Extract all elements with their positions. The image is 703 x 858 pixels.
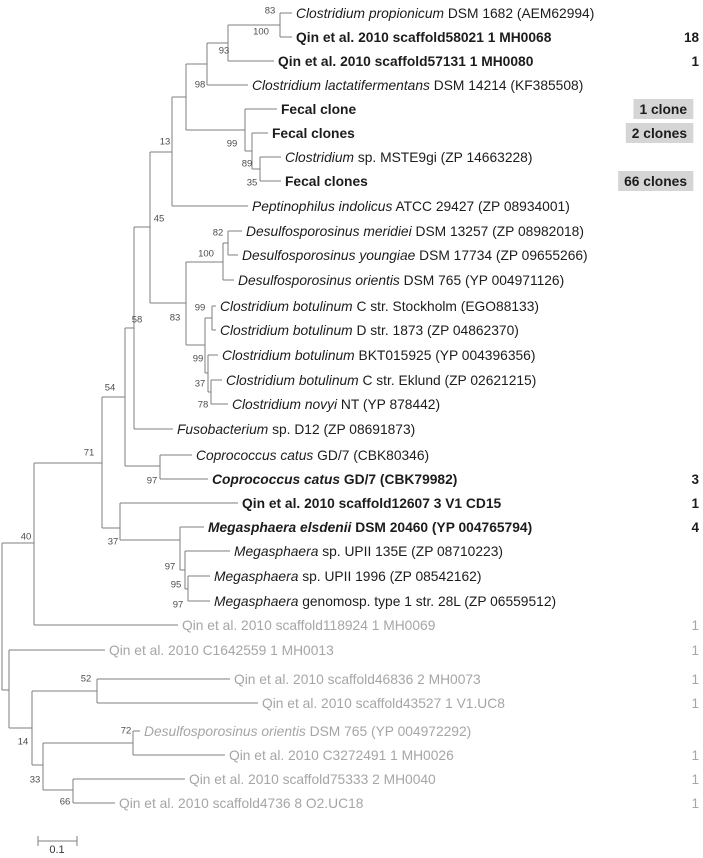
bootstrap-value: 52 [81,674,92,685]
bootstrap-value: 58 [132,315,143,326]
clone-count-badge [633,99,694,119]
bootstrap-value: 83 [170,313,181,324]
clone-count-badge-label: 1 clone [639,102,687,117]
bootstrap-value: 95 [171,580,182,591]
taxon-label: Qin et al. 2010 scaffold58021 1 MH0068 [296,30,552,45]
scale-bar-label: 0.1 [49,844,64,856]
taxon-label: Clostridium novyi NT (YP 878442) [232,397,440,412]
taxon-label: Peptinophilus indolicus ATCC 29427 (ZP 0… [252,199,570,214]
taxon-label: Fusobacterium sp. D12 (ZP 08691873) [177,422,415,437]
bootstrap-value: 72 [121,726,132,737]
taxon-label: Desulfosporosinus orientis DSM 765 (YP 0… [238,273,564,288]
clone-count-badge [625,123,694,143]
taxon-label: Qin et al. 2010 C1642559 1 MH0013 [109,643,334,658]
taxon-label: Qin et al. 2010 scaffold75333 2 MH0040 [189,772,436,787]
taxon-label: Fecal clones [272,126,355,141]
taxon-label: Qin et al. 2010 scaffold4736 8 O2.UC18 [119,796,364,811]
bootstrap-value: 40 [21,532,32,543]
abundance-count: 1 [691,696,699,711]
abundance-count: 18 [684,30,700,45]
taxon-label: Megasphaera sp. UPII 135E (ZP 08710223) [234,544,503,559]
bootstrap-value: 54 [105,383,116,394]
taxon-label: Clostridium botulinum C str. Stockholm (… [220,299,539,314]
taxon-label: Clostridium lactatifermentans DSM 14214 … [252,78,583,93]
taxon-label: Fecal clone [281,102,356,117]
bootstrap-value: 37 [195,379,206,390]
bootstrap-value: 45 [154,214,165,225]
abundance-count: 1 [691,643,699,658]
clone-count-badge-label: 66 clones [624,174,687,189]
clone-count-badge [618,171,694,191]
bootstrap-value: 33 [30,775,41,786]
taxon-label: Megasphaera elsdenii DSM 20460 (YP 00476… [208,520,532,535]
bootstrap-value: 78 [198,400,209,411]
bootstrap-value: 97 [165,562,176,573]
bootstrap-value: 100 [253,27,269,38]
taxon-label: Coprococcus catus GD/7 (CBK79982) [212,472,457,487]
bootstrap-value: 83 [265,6,276,17]
bootstrap-value: 37 [108,537,119,548]
bootstrap-value: 71 [84,448,95,459]
taxon-label: Qin et al. 2010 scaffold12607 3 V1 CD15 [242,496,502,511]
bootstrap-value: 89 [242,159,253,170]
bootstrap-value: 99 [193,354,204,365]
taxon-label: Clostridium botulinum BKT015925 (YP 0043… [222,348,535,363]
abundance-count: 1 [691,748,699,763]
bootstrap-value: 99 [227,139,238,150]
abundance-count: 1 [691,772,699,787]
taxon-label: Qin et al. 2010 scaffold57131 1 MH0080 [278,54,534,69]
bootstrap-value: 97 [173,600,184,611]
bootstrap-value: 93 [219,46,230,57]
bootstrap-value: 97 [147,476,158,487]
abundance-count: 4 [691,520,699,535]
taxon-label: Coprococcus catus GD/7 (CBK80346) [196,448,429,463]
abundance-count: 1 [691,796,699,811]
taxon-label: Megasphaera sp. UPII 1996 (ZP 08542162) [214,569,481,584]
bootstrap-value: 14 [18,737,29,748]
taxon-label: Qin et al. 2010 scaffold118924 1 MH0069 [182,618,436,633]
bootstrap-value: 35 [247,178,258,189]
taxon-label: Megasphaera genomosp. type 1 str. 28L (Z… [214,594,556,609]
bootstrap-value: 99 [195,303,206,314]
taxon-label: Clostridium propionicum DSM 1682 (AEM629… [296,6,594,21]
taxon-label: Clostridium botulinum C str. Eklund (ZP … [226,373,536,388]
abundance-count: 3 [691,472,699,487]
abundance-count: 1 [691,618,699,633]
clone-count-badge-label: 2 clones [632,126,688,141]
bootstrap-value: 82 [213,228,224,239]
taxon-label: Qin et al. 2010 scaffold43527 1 V1.UC8 [262,696,505,711]
taxon-label: Clostridium sp. MSTE9gi (ZP 14663228) [285,150,532,165]
taxon-label: Desulfosporosinus youngiae DSM 17734 (ZP… [242,248,588,263]
bootstrap-value: 100 [198,249,214,260]
abundance-count: 1 [691,672,699,687]
abundance-count: 1 [691,496,699,511]
taxon-label: Desulfosporosinus orientis DSM 765 (YP 0… [144,724,471,739]
taxon-label: Desulfosporosinus meridiei DSM 13257 (ZP… [246,224,584,239]
bootstrap-value: 98 [195,80,206,91]
taxon-label: Qin et al. 2010 C3272491 1 MH0026 [229,748,454,763]
taxon-label: Fecal clones [285,174,368,189]
taxon-label: Clostridium botulinum D str. 1873 (ZP 04… [220,323,519,338]
bootstrap-value: 66 [60,797,71,808]
taxon-label: Qin et al. 2010 scaffold46836 2 MH0073 [234,672,481,687]
bootstrap-value: 13 [160,137,171,148]
abundance-count: 1 [691,54,699,69]
